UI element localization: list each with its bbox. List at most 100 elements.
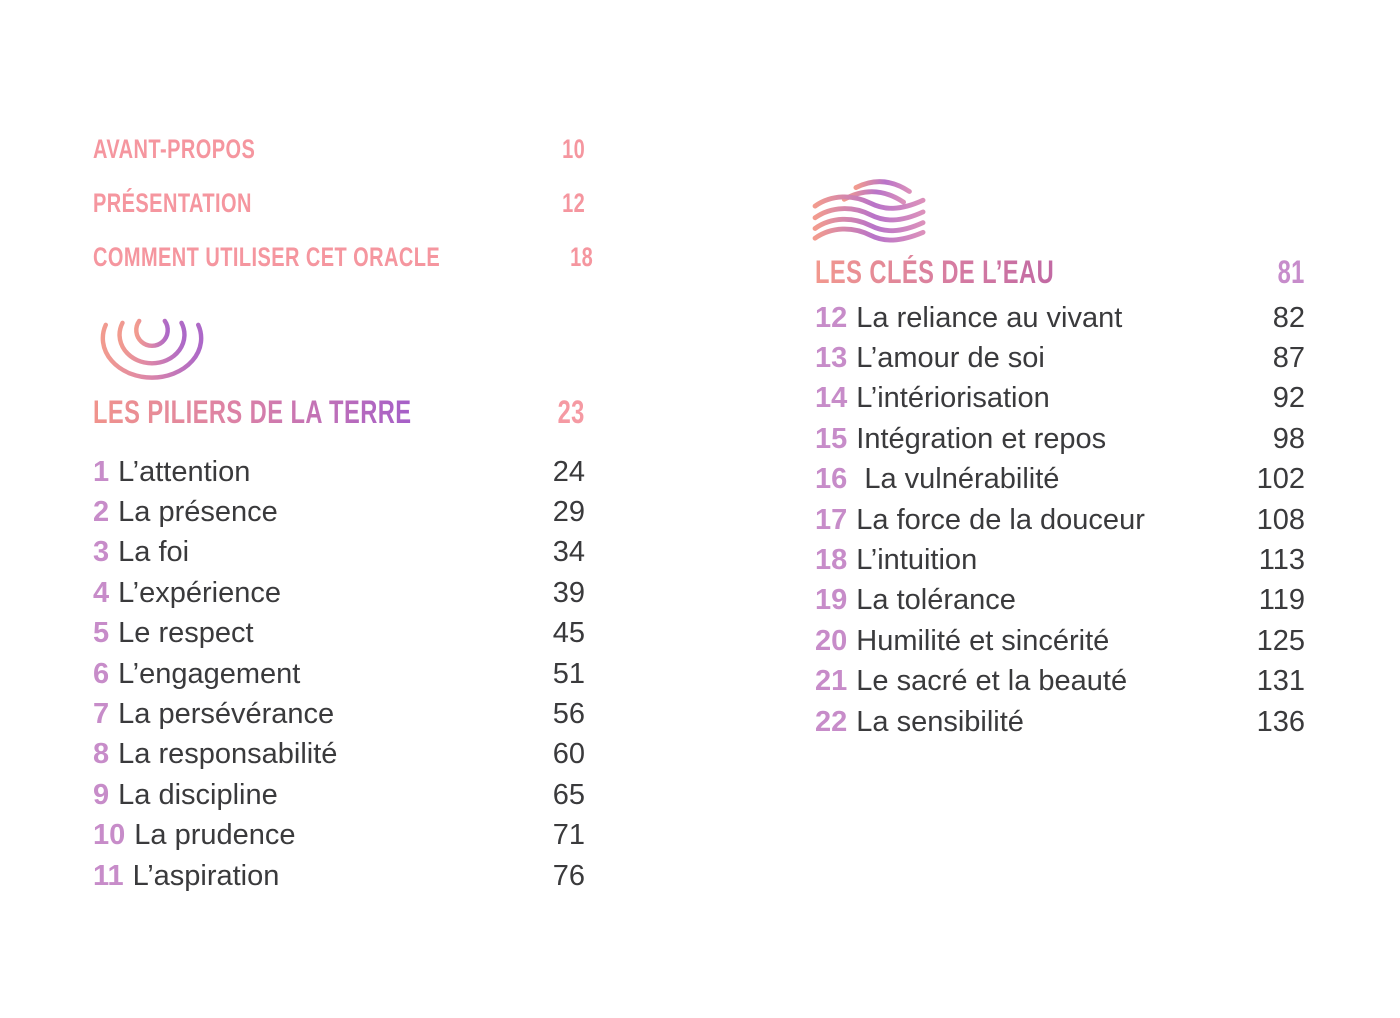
toc-item-number: 12 — [815, 301, 848, 334]
toc-item: 19 La tolérance 119 — [815, 581, 1305, 621]
toc-item-number: 6 — [93, 657, 110, 690]
toc-item-label: L’intuition — [856, 544, 978, 577]
toc-item-text: 10 La prudence — [93, 819, 296, 852]
toc-item-text: 2 La présence — [93, 496, 278, 529]
toc-item-number: 10 — [93, 819, 126, 852]
toc-entry-label: COMMENT UTILISER CET ORACLE — [93, 241, 441, 272]
toc-item: 18 L’intuition 113 — [815, 540, 1305, 580]
toc-item: 14 L’intériorisation 92 — [815, 379, 1305, 419]
toc-item-page: 29 — [552, 496, 585, 529]
toc-item-number: 1 — [93, 455, 110, 488]
toc-item-label: La présence — [118, 496, 278, 529]
toc-item: 3 La foi 34 — [93, 533, 585, 573]
toc-item-page: 60 — [552, 738, 585, 771]
toc-item: 11 L’aspiration 76 — [93, 856, 585, 896]
toc-item-text: 18 L’intuition — [815, 544, 977, 577]
toc-item-label: La foi — [118, 536, 190, 569]
toc-item-page: 56 — [552, 698, 585, 731]
toc-item-label: Le respect — [118, 617, 254, 650]
toc-item-text: 20 Humilité et sincérité — [815, 625, 1109, 658]
toc-item-label: La discipline — [118, 778, 278, 811]
toc-entry-page: 10 — [561, 133, 585, 164]
toc-item-page: 24 — [552, 455, 585, 488]
toc-item-label: La responsabilité — [118, 738, 338, 771]
toc-entry-label: PRÉSENTATION — [93, 187, 252, 218]
toc-item-label: L’aspiration — [132, 859, 280, 892]
toc-entry-page: 18 — [570, 241, 594, 272]
toc-item-page: 119 — [1258, 584, 1305, 617]
toc-item-number: 16 — [815, 463, 848, 496]
toc-item-number: 20 — [815, 624, 848, 657]
toc-item-page: 51 — [552, 657, 585, 690]
toc-item-label: L’engagement — [118, 657, 301, 690]
toc-item-text: 17 La force de la douceur — [815, 504, 1145, 537]
chapter-title-row: LES CLÉS DE L’EAU 81 — [815, 255, 1305, 289]
toc-item-number: 18 — [815, 544, 848, 577]
toc-item-number: 3 — [93, 536, 110, 569]
toc-item-text: 5 Le respect — [93, 617, 254, 650]
toc-item-number: 15 — [815, 422, 848, 455]
toc-item-number: 17 — [815, 503, 848, 536]
toc-item-text: 14 L’intériorisation — [815, 382, 1050, 415]
chapter-page-number: 23 — [557, 394, 585, 430]
toc-entry-label: AVANT-PROPOS — [93, 133, 256, 164]
toc-item-number: 5 — [93, 617, 110, 650]
toc-item-text: 8 La responsabilité — [93, 738, 337, 771]
chapter-title: LES PILIERS DE LA TERRE — [93, 394, 412, 430]
toc-item: 10 La prudence 71 — [93, 816, 585, 856]
toc-item-label: Intégration et repos — [856, 422, 1107, 455]
toc-item-page: 131 — [1256, 665, 1305, 698]
toc-item-page: 34 — [552, 536, 585, 569]
toc-item-page: 65 — [552, 778, 585, 811]
toc-item-page: 39 — [552, 576, 585, 609]
toc-item-text: 21 Le sacré et la beauté — [815, 665, 1127, 698]
toc-item: 5 Le respect 45 — [93, 614, 585, 654]
toc-entry: AVANT-PROPOS 10 — [93, 122, 585, 176]
toc-item-label: Le sacré et la beauté — [856, 665, 1128, 698]
toc-item-number: 13 — [815, 342, 848, 375]
toc-item-text: 9 La discipline — [93, 779, 278, 812]
toc-item-page: 76 — [552, 859, 585, 892]
toc-item-text: 13 L’amour de soi — [815, 342, 1045, 375]
toc-item-label: Humilité et sincérité — [856, 624, 1110, 657]
toc-item-label: La tolérance — [856, 584, 1016, 617]
toc-item: 20 Humilité et sincérité 125 — [815, 621, 1305, 661]
toc-item-page: 113 — [1258, 544, 1305, 577]
toc-item: 16 La vulnérabilité 102 — [815, 460, 1305, 500]
toc-item-text: 22 La sensibilité — [815, 706, 1024, 739]
toc-item: 9 La discipline 65 — [93, 775, 585, 815]
toc-item-label: La sensibilité — [856, 705, 1024, 738]
toc-entry: COMMENT UTILISER CET ORACLE 18 — [93, 230, 593, 284]
earth-arcs-icon — [100, 318, 204, 380]
toc-item-label: La vulnérabilité — [856, 463, 1060, 496]
toc-item: 13 L’amour de soi 87 — [815, 338, 1305, 378]
chapter-title: LES CLÉS DE L’EAU — [815, 254, 1055, 290]
toc-item: 6 L’engagement 51 — [93, 654, 585, 694]
toc-item-text: 4 L’expérience — [93, 577, 281, 610]
toc-item: 1 L’attention 24 — [93, 452, 585, 492]
toc-item-number: 8 — [93, 738, 110, 771]
toc-item-label: L’intériorisation — [856, 382, 1050, 415]
toc-item: 2 La présence 29 — [93, 492, 585, 532]
toc-item-text: 3 La foi — [93, 536, 189, 569]
toc-item-number: 4 — [93, 576, 110, 609]
chapter-page-number: 81 — [1277, 254, 1305, 290]
toc-item-number: 22 — [815, 705, 848, 738]
chapter-items-list: 1 L’attention 24 2 La présence 29 3 — [93, 452, 585, 896]
toc-item-page: 82 — [1272, 301, 1305, 334]
toc-item-number: 19 — [815, 584, 848, 617]
toc-item-page: 45 — [552, 617, 585, 650]
toc-item: 15 Intégration et repos 98 — [815, 419, 1305, 459]
toc-item-label: La force de la douceur — [856, 503, 1145, 536]
toc-item-label: La persévérance — [118, 698, 335, 731]
toc-item: 12 La reliance au vivant 82 — [815, 298, 1305, 338]
chapter-title-row: LES PILIERS DE LA TERRE 23 — [93, 395, 585, 429]
toc-item-text: 1 L’attention — [93, 456, 250, 489]
toc-item-label: La reliance au vivant — [856, 301, 1123, 334]
toc-item-label: L’attention — [118, 455, 251, 488]
toc-item-page: 108 — [1256, 503, 1305, 536]
water-waves-icon — [812, 179, 926, 243]
toc-entry-page: 12 — [561, 187, 585, 218]
toc-item-page: 92 — [1272, 382, 1305, 415]
